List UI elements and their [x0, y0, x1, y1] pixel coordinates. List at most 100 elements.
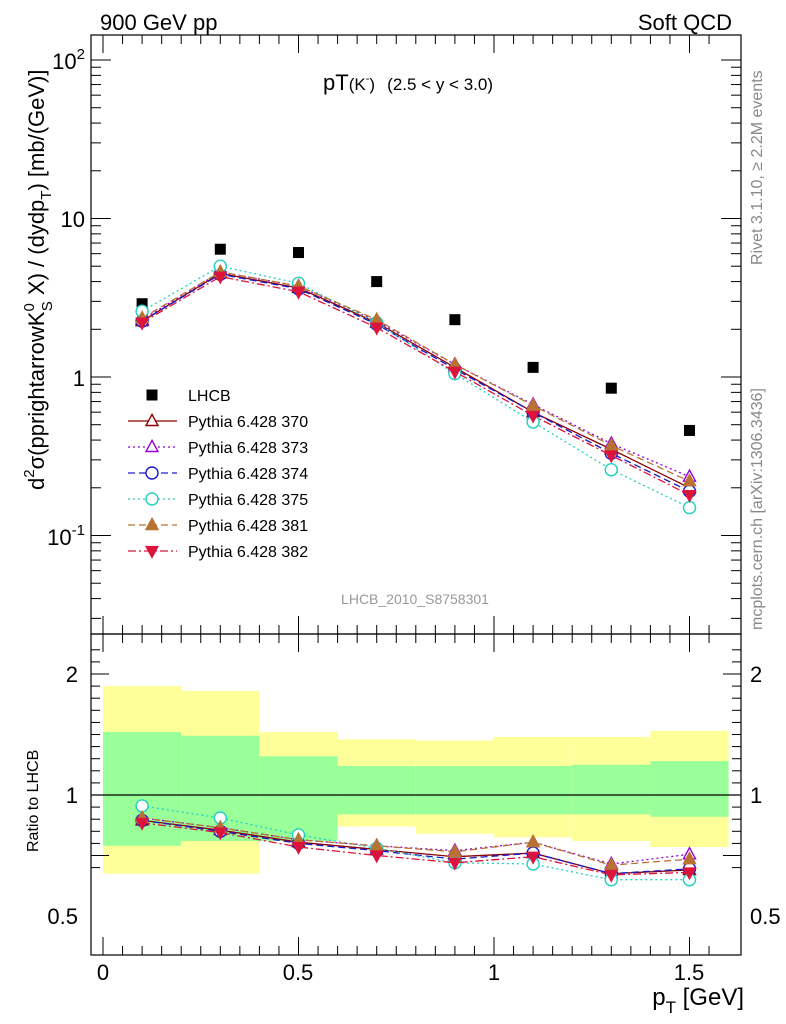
plot-title-sub: (K: [349, 75, 367, 94]
ratio-point-s4-3: [369, 837, 384, 852]
legend-marker-2: [144, 438, 160, 453]
data-point-s6-0: [135, 317, 150, 331]
xtick-0: 0: [97, 960, 109, 985]
data-point-s6-4: [447, 366, 462, 380]
analysis-watermark: LHCB_2010_S8758301: [341, 591, 489, 607]
ratio-point-s5-1: [213, 827, 228, 841]
ratio-point-s5-6: [604, 869, 619, 883]
ratio-panel: 0.5 1 2 0.5 1 2 0 0.5 1 1.5 Ratio to LHC…: [25, 633, 781, 1017]
data-point-s6-2: [291, 286, 306, 300]
legend-label-2: Pythia 6.428 373: [188, 440, 308, 457]
ratio-point-s5-7: [682, 867, 697, 881]
data-point-s4-6: [604, 463, 618, 477]
plot-title-close: ): [369, 75, 375, 94]
series-line-1: [141, 272, 690, 489]
xtick-0.5: 0.5: [283, 960, 314, 985]
legend-item-3: Pythia 6.428 374: [128, 466, 308, 483]
legend-item-6: Pythia 6.428 382: [128, 544, 308, 561]
data-point-s5-6: [604, 437, 619, 451]
ratio-point-s4-7: [682, 851, 697, 865]
series-line-3: [141, 273, 690, 492]
inner-band-6: [572, 764, 651, 815]
data-point-s6-6: [604, 450, 619, 464]
ytick-label-1: 1: [73, 366, 85, 391]
data-point-s6-3: [369, 322, 384, 336]
data-point-s6-7: [682, 489, 697, 503]
legend-item-4: Pythia 6.428 375: [128, 492, 308, 509]
ratio-ytick-1: 1: [66, 783, 78, 808]
data-point-s0-1: [214, 243, 226, 255]
legend-marker-3: [145, 466, 159, 480]
main-data-layer: [134, 243, 697, 515]
uncertainty-bands: [103, 686, 729, 874]
rivet-label: Rivet 3.1.10, ≥ 2.2M events: [749, 70, 766, 265]
inner-band-2: [259, 756, 338, 841]
header-right: Soft QCD: [638, 10, 732, 35]
header-left: 900 GeV pp: [100, 10, 217, 35]
ratio-point-s5-4: [447, 857, 462, 871]
main-y-axis-label: d2σ(pprightarrowK0S X) / (dydpT) [mb/(Ge…: [21, 70, 56, 490]
inner-band-7: [650, 761, 729, 817]
series-line-2: [141, 271, 690, 478]
legend-marker-0: [146, 389, 158, 401]
inner-band-3: [337, 765, 416, 815]
ratio-ytick-right-2: 2: [750, 662, 762, 687]
xtick-1.5: 1.5: [674, 960, 705, 985]
data-point-s6-5: [526, 410, 541, 424]
ratio-point-s5-0: [135, 817, 150, 831]
legend-marker-6: [144, 545, 160, 559]
ytick-label-0.1: 10-1: [47, 522, 85, 550]
ratio-ytick-2: 2: [66, 662, 78, 687]
ratio-series-group: [134, 799, 697, 887]
ratio-ytick-right-0.5: 0.5: [750, 904, 781, 929]
data-point-s4-7: [682, 500, 697, 515]
data-point-s0-5: [527, 361, 539, 373]
ratio-axis-ticks: [91, 634, 741, 955]
legend-label-5: Pythia 6.428 381: [188, 518, 308, 535]
legend-marker-5: [144, 516, 160, 531]
data-point-s0-6: [605, 382, 617, 394]
inner-band-4: [415, 765, 494, 815]
xtick-1: 1: [488, 960, 500, 985]
plot-title-main: pT: [323, 70, 349, 95]
ratio-ytick-right-1: 1: [750, 783, 762, 808]
legend-item-2: Pythia 6.428 373: [128, 438, 308, 457]
legend-label-3: Pythia 6.428 374: [188, 466, 308, 483]
mcplots-label: mcplots.cern.ch [arXiv:1306.3436]: [749, 388, 766, 630]
ratio-ytick-0.5: 0.5: [47, 904, 78, 929]
main-panel: pT(K-) (2.5 < y < 3.0) 10-1 1 10 102 d2σ…: [21, 34, 742, 635]
data-point-s0-2: [293, 247, 304, 259]
legend-label-1: Pythia 6.428 370: [188, 414, 308, 431]
data-point-s0-4: [449, 314, 461, 326]
legend: LHCB Pythia 6.428 370 Pythia 6.428 373 Pyth…: [128, 388, 308, 561]
plot-title: pT(K-) (2.5 < y < 3.0): [323, 70, 493, 95]
data-point-s0-7: [684, 424, 695, 436]
ratio-line-4: [142, 817, 690, 866]
main-series-group: [134, 243, 697, 515]
ytick-label-100: 102: [52, 46, 85, 74]
data-point-s5-7: [682, 473, 697, 487]
legend-marker-4: [145, 492, 159, 506]
ratio-point-s5-3: [369, 850, 384, 864]
data-point-s6-1: [213, 271, 228, 285]
ratio-point-s4-4: [447, 843, 463, 858]
main-axis-ticks: [91, 35, 741, 634]
ratio-line-2: [142, 819, 690, 875]
ratio-point-s5-5: [526, 851, 541, 865]
legend-label-6: Pythia 6.428 382: [188, 544, 308, 561]
x-axis-label: pT [GeV]: [652, 984, 744, 1017]
legend-item-0: LHCB: [146, 388, 231, 405]
ratio-line-5: [142, 822, 690, 876]
ratio-data-layer: [134, 799, 697, 887]
ratio-point-s4-5: [525, 834, 541, 848]
inner-band-5: [494, 765, 573, 815]
series-line-5: [141, 271, 690, 482]
ratio-line-0: [142, 819, 690, 875]
legend-label-4: Pythia 6.428 375: [188, 492, 308, 509]
legend-marker-1: [144, 412, 160, 427]
data-point-s0-0: [136, 298, 148, 310]
ratio-y-axis-label: Ratio to LHCB: [25, 750, 42, 852]
ratio-point-s5-2: [291, 841, 306, 855]
data-point-s0-3: [371, 276, 383, 288]
